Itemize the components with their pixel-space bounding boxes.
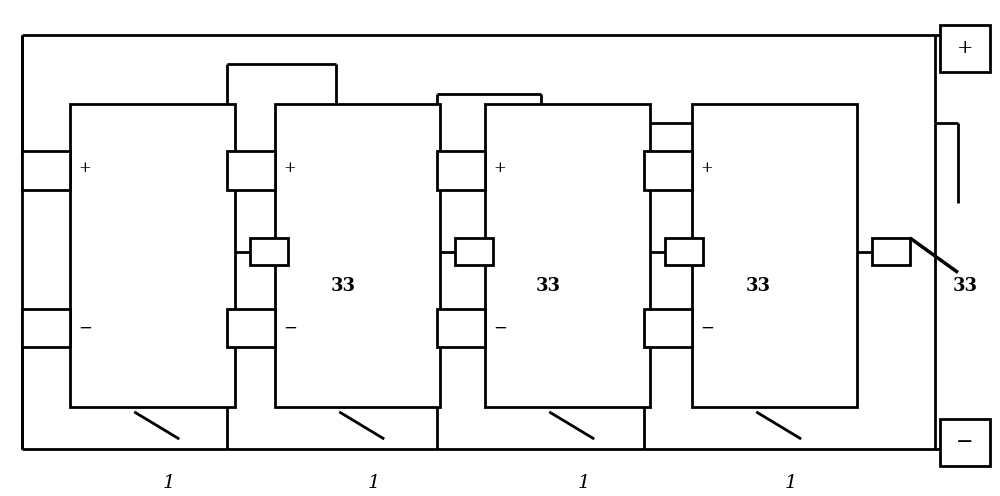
Bar (275, 104, 440, 407)
Text: 1: 1 (368, 474, 380, 492)
Bar (665, 238, 703, 265)
Text: 1: 1 (163, 474, 175, 492)
Bar (644, 151, 692, 189)
Bar (22, 309, 70, 347)
Text: +: + (78, 161, 91, 175)
Bar (455, 238, 493, 265)
Text: +: + (493, 161, 506, 175)
Bar (485, 104, 650, 407)
Bar (940, 419, 990, 466)
Text: +: + (957, 39, 973, 57)
Bar (644, 309, 692, 347)
Text: 1: 1 (785, 474, 797, 492)
Text: +: + (700, 161, 713, 175)
Text: +: + (283, 161, 296, 175)
Bar (437, 309, 485, 347)
Text: −: − (78, 319, 92, 337)
Bar (940, 25, 990, 71)
Bar (692, 104, 857, 407)
Bar (437, 151, 485, 189)
Bar (872, 238, 910, 265)
Bar (227, 151, 275, 189)
Text: 33: 33 (536, 277, 561, 296)
Bar (227, 309, 275, 347)
Bar (22, 151, 70, 189)
Text: −: − (283, 319, 297, 337)
Text: 33: 33 (953, 277, 978, 296)
Bar (70, 104, 235, 407)
Text: 33: 33 (331, 277, 356, 296)
Text: 33: 33 (746, 277, 771, 296)
Bar (250, 238, 288, 265)
Text: 1: 1 (578, 474, 590, 492)
Text: −: − (700, 319, 714, 337)
Text: −: − (493, 319, 507, 337)
Text: −: − (956, 433, 974, 452)
